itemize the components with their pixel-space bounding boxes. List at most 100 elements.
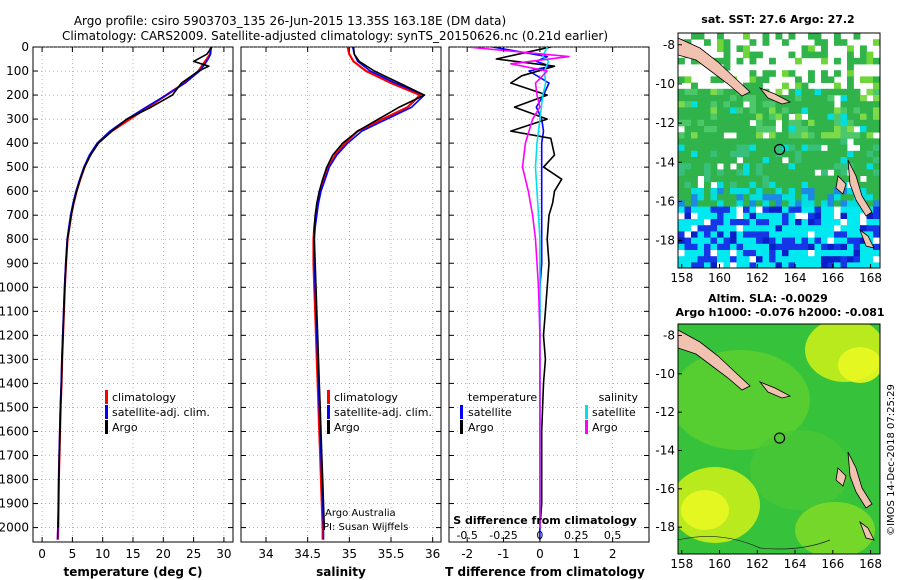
sst-pixel [710,231,718,238]
sst-pixel [814,200,822,207]
sst-pixel [821,175,828,183]
sst-pixel [678,113,685,121]
sst-pixel [860,45,867,52]
sst-pixel [847,76,854,83]
difference-series-group [467,47,570,540]
y-tick-label: 1100 [0,304,29,318]
sst-pixel [684,262,692,268]
sst-pixel [873,200,880,207]
sst-pixel [847,64,854,71]
legend-title-temperature: temperature [468,391,537,404]
sst-pixel [743,119,750,127]
sst-pixel [749,95,757,102]
sst-pixel [814,51,822,59]
sst-pixel [827,194,835,201]
sst-pixel [723,113,731,121]
sst-pixel [684,206,692,214]
sst-pixel [743,51,750,59]
sst-pixel [801,45,809,52]
sst-pixel [860,225,867,232]
sst-pixel [691,243,698,251]
sst-pixel [840,256,848,263]
sst-pixel [717,188,724,195]
sst-pixel [756,250,763,257]
sst-pixel [769,194,776,201]
t-difference-x-label: T difference from climatology [445,565,645,579]
sst-pixel [821,132,828,139]
sst-pixel [762,175,770,183]
sst-pixel [782,70,789,77]
sst-pixel [756,150,763,158]
map-y-tick-label: -12 [655,116,675,130]
sst-pixel [723,212,731,220]
sst-pixel [795,250,802,257]
sst-pixel [736,132,744,139]
sst-pixel [710,206,718,214]
sst-pixel [684,138,692,145]
sst-pixel [730,126,737,133]
sst-pixel [840,262,848,268]
sst-pixel [762,206,770,214]
difference-gridlines [449,46,649,542]
sst-pixel [723,262,731,268]
sst-pixel [827,206,835,214]
temperature-y-ticks: 0 100 200 300 400 500 600 700 800 900 1000 1100 1200… [0,40,233,535]
x-tick-label: 20 [156,547,171,561]
sst-pixel [749,70,757,77]
sst-pixel [723,57,731,65]
sst-pixel [730,225,737,232]
sst-pixel [821,45,828,52]
sst-pixel [873,95,880,102]
sst-pixel [704,212,711,220]
sst-pixel [827,256,835,263]
sla-float-marker [773,432,786,444]
sst-pixel [821,212,828,220]
sst-pixel [847,113,854,121]
legend-label-s-satellite: satellite [592,406,636,419]
sst-pixel [723,51,731,59]
sst-pixel [756,157,763,164]
sst-pixel [834,119,841,127]
legend-label-climatology: climatology [334,391,398,404]
sst-pixel [814,39,822,46]
sst-pixel [691,107,698,114]
sst-pixel [866,144,874,152]
sst-pixel [840,243,848,251]
temperature-legend: climatology satellite-adj. clim. Argo [105,390,210,434]
sst-pixel [769,169,776,176]
sst-pixel [730,138,737,145]
sst-pixel [730,119,737,127]
sst-pixel [678,188,685,195]
sst-pixel [782,219,789,226]
sst-pixel [684,256,692,263]
sst-pixel [801,51,809,59]
map-y-tick-label: -12 [655,405,675,419]
sst-pixel [736,163,744,170]
sst-pixel [730,188,737,195]
sst-pixel [743,107,750,114]
sst-pixel [853,163,861,170]
sst-pixel [756,175,763,183]
sst-pixel [788,243,796,251]
sst-pixel [860,262,867,268]
sst-pixel [717,231,724,238]
sst-pixel [736,181,744,189]
sst-pixel [827,76,835,83]
sst-pixel [736,126,744,133]
sst-pixel [697,113,705,121]
legend-swatch-climatology [327,390,330,404]
sst-pixel [730,157,737,164]
sst-pixel [710,126,718,133]
sst-pixel [814,181,822,189]
sst-pixel [743,169,750,176]
sst-pixel [795,237,802,245]
sst-pixel [775,33,783,40]
sst-pixel [795,225,802,232]
sst-pixel [723,188,731,195]
sst-pixel [860,237,867,245]
map-x-tick-label: 164 [784,557,807,571]
sst-pixel [697,107,705,114]
sst-pixel [717,206,724,214]
sst-pixel [749,194,757,201]
sst-pixel [762,225,770,232]
